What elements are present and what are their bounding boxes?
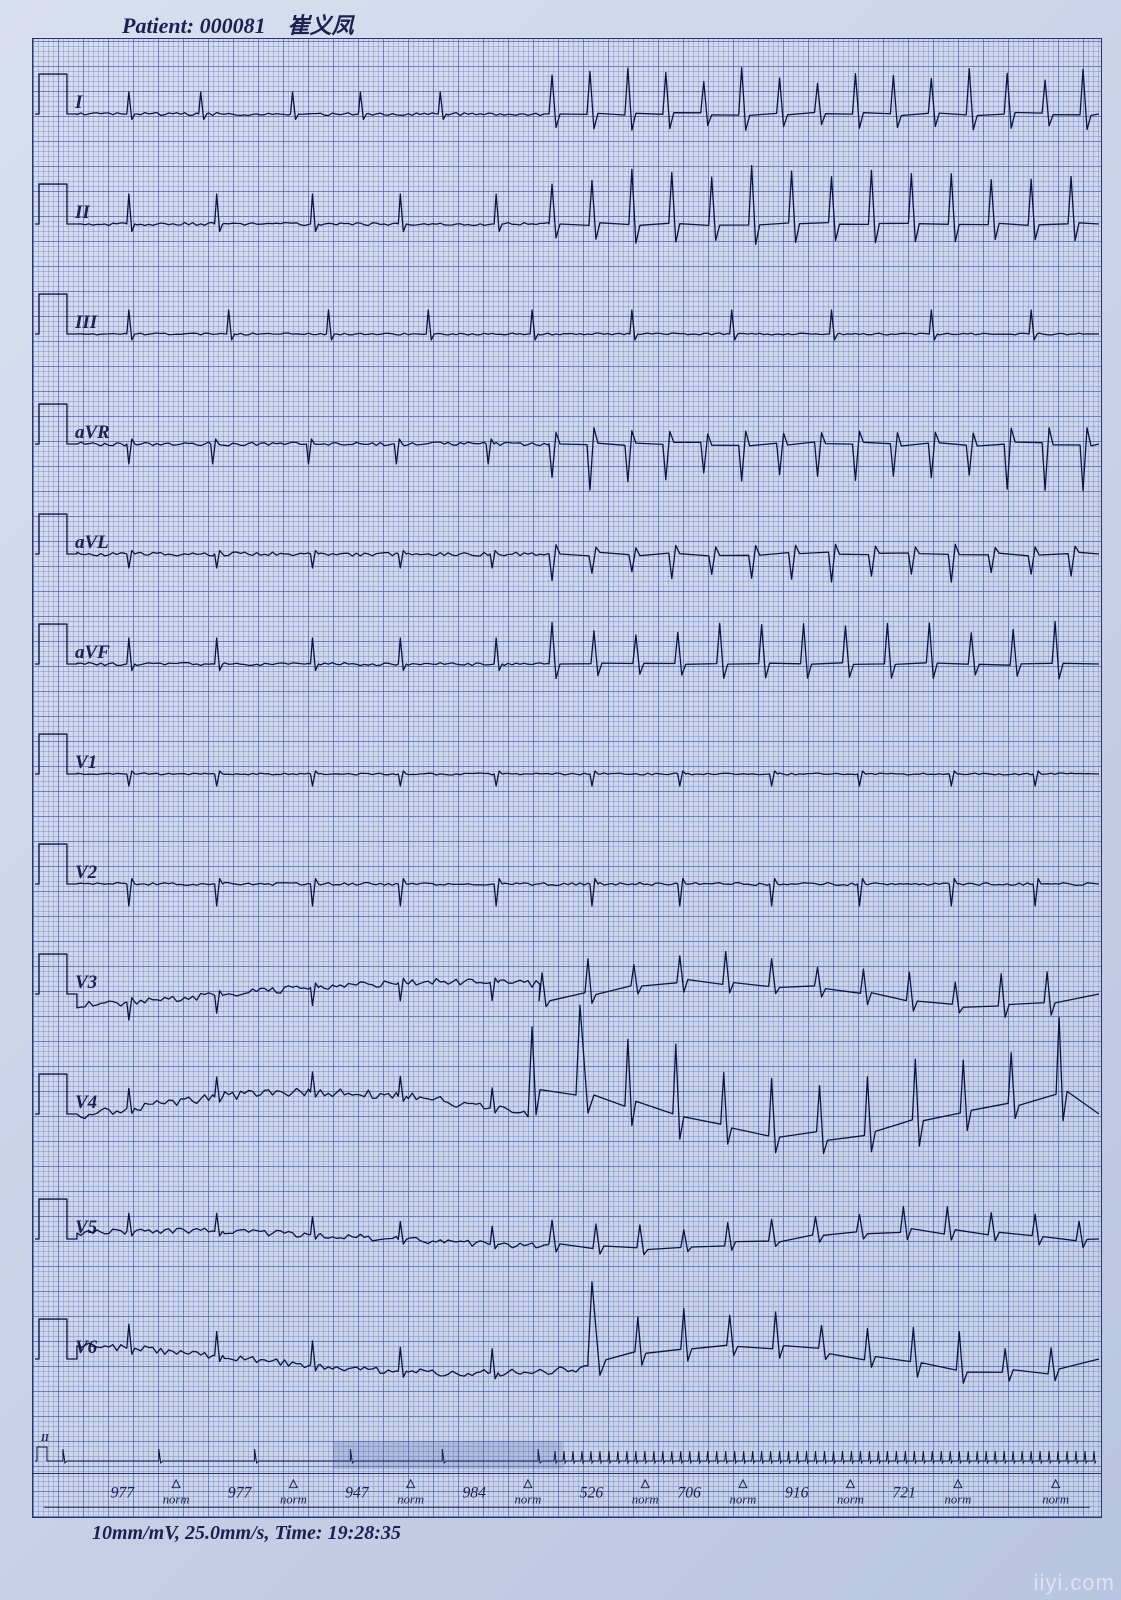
svg-text:norm: norm: [945, 1492, 972, 1506]
interval-bar: 977 norm 977 norm 947 norm 984 norm 526 norm 706 no…: [33, 1473, 1101, 1517]
lead-trace: [33, 389, 1101, 499]
svg-text:norm: norm: [1042, 1492, 1069, 1506]
lead-trace: [33, 499, 1101, 609]
svg-text:916: 916: [785, 1484, 809, 1501]
svg-text:977: 977: [228, 1484, 253, 1501]
svg-text:977: 977: [111, 1484, 136, 1501]
svg-text:norm: norm: [730, 1492, 757, 1506]
rhythm-label: II: [41, 1433, 49, 1444]
svg-text:947: 947: [345, 1484, 370, 1501]
lead-trace: [33, 279, 1101, 389]
svg-text:526: 526: [580, 1484, 604, 1501]
rhythm-strip: II: [33, 1441, 1101, 1469]
patient-label: Patient:: [122, 13, 194, 38]
rhythm-trace: [33, 1441, 1101, 1469]
ecg-grid: V6V5V4V3V2V1aVFaVLaVRIIIIII II 977norm97…: [32, 38, 1102, 1518]
lead-trace: [33, 719, 1101, 829]
rhythm-shade: [333, 1441, 563, 1469]
lead-trace: [33, 59, 1101, 169]
svg-text:norm: norm: [837, 1492, 864, 1506]
patient-name: 崔义凤: [288, 13, 354, 38]
svg-text:984: 984: [462, 1484, 486, 1501]
lead-trace: [33, 939, 1101, 1049]
svg-text:706: 706: [677, 1484, 701, 1501]
patient-id: 000081: [200, 13, 266, 38]
svg-text:721: 721: [892, 1484, 915, 1501]
lead-trace: [33, 609, 1101, 719]
time-value: 19:28:35: [328, 1522, 401, 1544]
svg-text:norm: norm: [280, 1492, 307, 1506]
patient-header: Patient: 000081 崔义凤: [32, 8, 1102, 38]
lead-trace: [33, 1304, 1101, 1414]
lead-trace: [33, 1184, 1101, 1294]
lead-trace: [33, 829, 1101, 939]
svg-text:norm: norm: [515, 1492, 542, 1506]
calibration-text: 10mm/mV, 25.0mm/s,: [92, 1522, 269, 1544]
lead-trace: [33, 1059, 1101, 1169]
svg-text:norm: norm: [397, 1492, 424, 1506]
lead-trace: [33, 169, 1101, 279]
svg-text:norm: norm: [632, 1492, 659, 1506]
time-label: Time:: [274, 1522, 322, 1544]
svg-text:norm: norm: [163, 1492, 190, 1506]
watermark: iiyi.com: [1034, 1570, 1115, 1596]
footer-settings: 10mm/mV, 25.0mm/s, Time: 19:28:35: [32, 1522, 1102, 1545]
